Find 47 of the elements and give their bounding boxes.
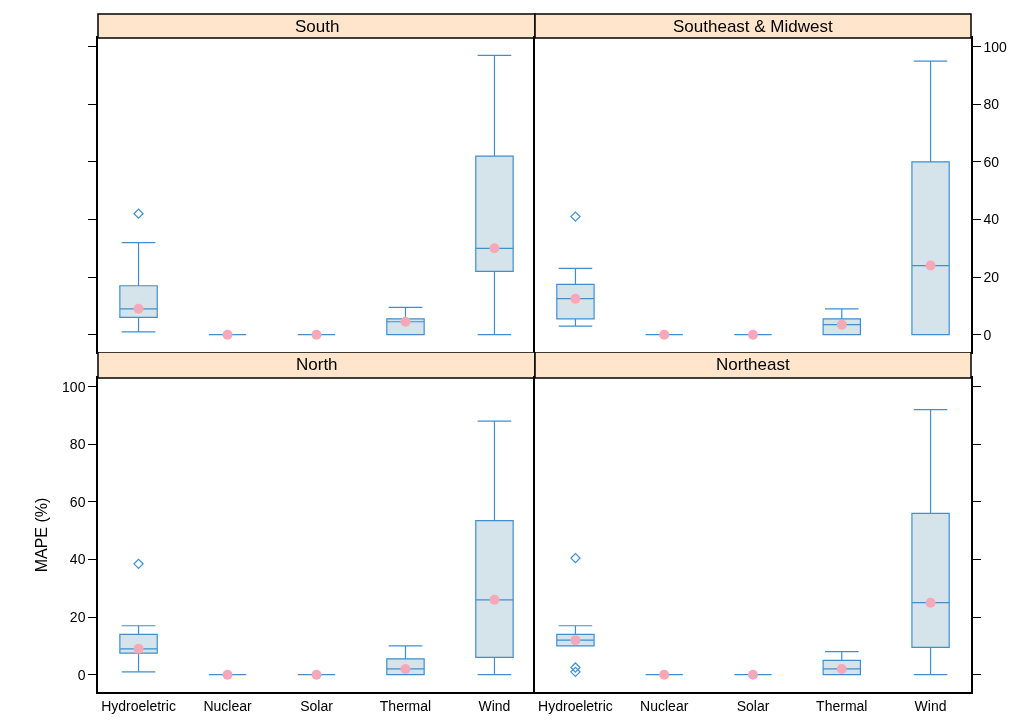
point	[311, 329, 322, 340]
x-tick-label: Thermal	[816, 697, 868, 714]
y-tick-label: 100	[62, 378, 86, 395]
y-tick-label: 0	[77, 666, 86, 683]
point	[748, 329, 758, 340]
point	[748, 669, 758, 680]
chart-title: Northeast	[716, 355, 790, 374]
y-tick-label: 100	[983, 38, 1008, 55]
y-tick-label: 80	[69, 436, 86, 453]
point	[925, 597, 936, 608]
point	[133, 303, 144, 314]
point	[570, 293, 581, 304]
point	[836, 319, 847, 330]
point	[925, 260, 936, 271]
x-tick-label: Solar	[300, 697, 334, 714]
y-axis-title: MAPE (%)	[33, 497, 51, 573]
point	[659, 669, 670, 680]
y-tick-label: 20	[69, 609, 86, 625]
point	[489, 594, 500, 605]
y-tick-label: 60	[983, 153, 1000, 170]
point	[222, 329, 233, 340]
y-tick-label: 60	[69, 493, 86, 510]
chart-title: South	[295, 17, 340, 36]
x-tick-label: Hydroeletric	[101, 697, 176, 714]
point	[570, 635, 581, 646]
x-tick-label: Wind	[914, 697, 947, 714]
point	[659, 329, 670, 340]
point	[133, 643, 144, 654]
point	[311, 669, 322, 680]
y-tick-label: 40	[983, 211, 1000, 228]
x-tick-label: Nuclear	[640, 697, 689, 714]
y-tick-label: 80	[983, 96, 1000, 113]
x-tick-label: Thermal	[379, 697, 432, 714]
x-tick-label: Hydroeletric	[538, 697, 613, 714]
point	[400, 663, 411, 674]
point	[489, 243, 500, 254]
point	[400, 316, 411, 327]
point	[836, 663, 847, 674]
x-tick-label: Solar	[736, 697, 770, 714]
chart-title: Southeast & Midwest	[673, 17, 833, 36]
chart-title: North	[296, 355, 338, 374]
x-tick-label: Nuclear	[203, 697, 252, 714]
y-tick-label: 40	[69, 551, 86, 568]
x-tick-label: Wind	[478, 697, 511, 714]
y-tick-label: 20	[983, 269, 1000, 285]
point	[222, 669, 233, 680]
y-tick-label: 0	[983, 326, 992, 343]
